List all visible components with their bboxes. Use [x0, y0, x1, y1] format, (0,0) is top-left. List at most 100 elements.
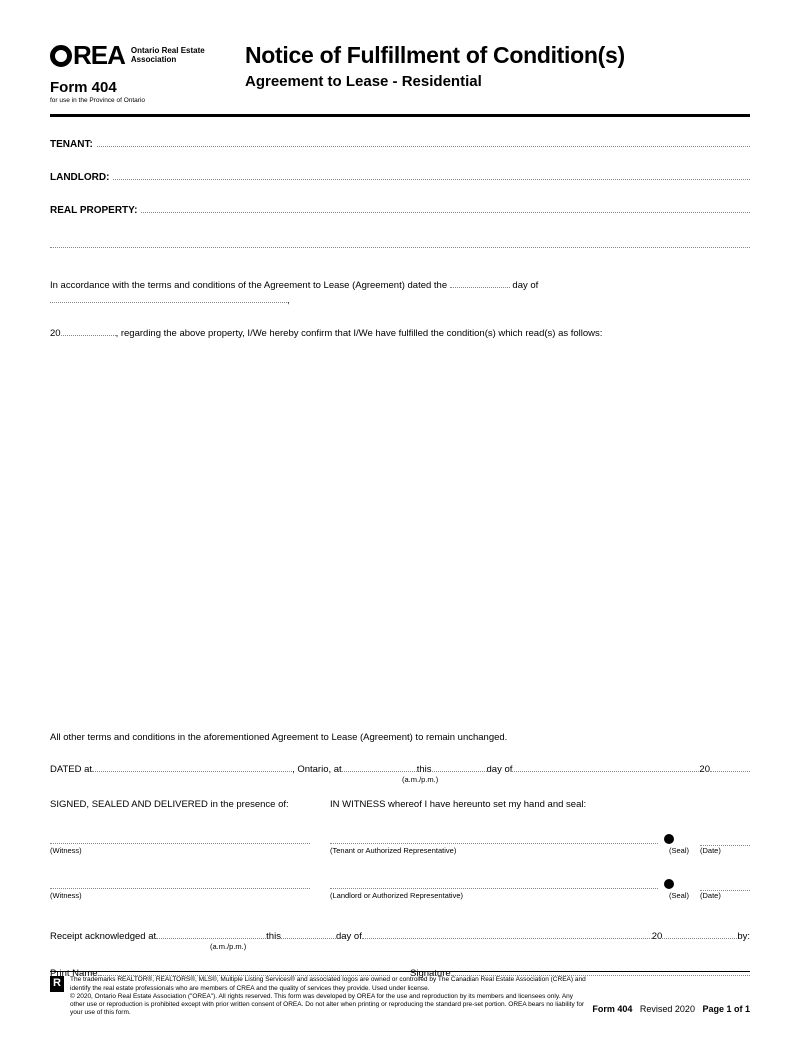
footer-revised: Revised 2020: [640, 1004, 695, 1014]
property-input[interactable]: [141, 203, 750, 213]
dated-year-input[interactable]: [710, 763, 750, 772]
tenant-sig-input[interactable]: [330, 830, 658, 844]
date-label: (Date): [700, 846, 750, 855]
witness2-row: (Witness): [50, 875, 310, 900]
seal-label: (Seal): [664, 846, 694, 855]
receipt-row: Receipt acknowledged at this day of 20 b…: [50, 930, 750, 942]
orea-letters: REA: [73, 40, 125, 71]
seal-icon: [664, 879, 674, 889]
receipt-prefix: Receipt acknowledged at: [50, 931, 156, 942]
receipt-dayof: day of: [336, 931, 362, 942]
month-input[interactable]: [50, 294, 287, 303]
footer-page-info: Form 404 Revised 2020 Page 1 of 1: [592, 1004, 750, 1017]
dated-twenty: 20: [699, 764, 710, 775]
signature-section: SIGNED, SEALED AND DELIVERED in the pres…: [50, 799, 750, 900]
logo-block: REA Ontario Real Estate Association Form…: [50, 40, 225, 104]
unchanged-text: All other terms and conditions in the af…: [50, 730, 750, 745]
dated-month-input[interactable]: [512, 763, 699, 772]
witness-header: IN WITNESS whereof I have hereunto set m…: [330, 799, 750, 810]
dated-time-input[interactable]: [342, 763, 417, 772]
para1-b: day of: [510, 280, 539, 291]
footer-trademark: The trademarks REALTOR®, REALTORS®, MLS®…: [70, 976, 586, 992]
witness2-caption: (Witness): [50, 891, 310, 900]
dated-prefix: DATED at: [50, 764, 92, 775]
signed-sealed-header: SIGNED, SEALED AND DELIVERED in the pres…: [50, 799, 310, 810]
dated-dayof: day of: [487, 764, 513, 775]
form-number: Form 404: [50, 79, 225, 96]
landlord-label: LANDLORD:: [50, 172, 109, 183]
org-line1: Ontario Real Estate: [131, 46, 205, 55]
sub-title-bold: Residential: [402, 73, 482, 90]
seal-label: (Seal): [664, 891, 694, 900]
header-rule: [50, 114, 750, 117]
para1-a: In accordance with the terms and conditi…: [50, 280, 450, 291]
header: REA Ontario Real Estate Association Form…: [50, 40, 750, 104]
tenant-seal: (Seal): [664, 834, 694, 855]
realtor-icon-block: R: [50, 976, 64, 1017]
date-label: (Date): [700, 891, 750, 900]
witness1-caption: (Witness): [50, 846, 310, 855]
property-input-line2[interactable]: [50, 236, 750, 248]
dated-ontario: , Ontario, at: [292, 764, 342, 775]
sub-title-prefix: Agreement to Lease -: [245, 73, 402, 90]
dated-day-input[interactable]: [432, 763, 487, 772]
landlord-sig-caption: (Landlord or Authorized Representative): [330, 891, 658, 900]
dated-city-input[interactable]: [92, 763, 292, 772]
form-page: REA Ontario Real Estate Association Form…: [0, 0, 800, 1037]
landlord-sig-row: (Landlord or Authorized Representative) …: [330, 875, 750, 900]
tenant-label: TENANT:: [50, 139, 93, 150]
tenant-sig-caption: (Tenant or Authorized Representative): [330, 846, 658, 855]
landlord-sig-input[interactable]: [330, 875, 658, 889]
sub-title: Agreement to Lease - Residential: [245, 73, 750, 90]
receipt-year-input[interactable]: [662, 930, 737, 939]
receipt-this: this: [266, 931, 281, 942]
orea-logo: REA Ontario Real Estate Association: [50, 40, 225, 71]
witness1-input[interactable]: [50, 830, 310, 844]
intro-para-1: In accordance with the terms and conditi…: [50, 278, 750, 308]
receipt-time-input[interactable]: [156, 930, 266, 939]
tenant-date-input[interactable]: [700, 832, 750, 846]
property-label: REAL PROPERTY:: [50, 205, 137, 216]
intro-para-2: 20 , regarding the above property, I/We h…: [50, 326, 750, 341]
year-input[interactable]: [61, 327, 116, 336]
para2-b: , regarding the above property, I/We her…: [116, 328, 603, 339]
orea-o-icon: [50, 45, 72, 67]
footer: R The trademarks REALTOR®, REALTORS®, ML…: [50, 971, 750, 1017]
receipt-month-input[interactable]: [362, 930, 652, 939]
landlord-input[interactable]: [113, 170, 750, 180]
landlord-date-input[interactable]: [700, 877, 750, 891]
day-input[interactable]: [450, 279, 510, 288]
tenant-row: TENANT:: [50, 137, 750, 150]
dated-ampm: (a.m./p.m.): [402, 775, 438, 784]
landlord-row: LANDLORD:: [50, 170, 750, 183]
dated-this: this: [417, 764, 432, 775]
realtor-icon: R: [50, 976, 64, 992]
conditions-area[interactable]: [50, 360, 750, 730]
footer-text: The trademarks REALTOR®, REALTORS®, MLS®…: [70, 976, 586, 1017]
footer-form: Form 404: [592, 1004, 632, 1014]
tenant-date: (Date): [700, 832, 750, 855]
orea-wordmark: REA: [50, 40, 125, 71]
dated-row: DATED at , Ontario, at this day of 20 (a…: [50, 763, 750, 775]
tenant-input[interactable]: [97, 137, 750, 147]
footer-pagenum: Page 1 of 1: [702, 1004, 750, 1014]
footer-copyright: © 2020, Ontario Real Estate Association …: [70, 993, 586, 1017]
landlord-seal: (Seal): [664, 879, 694, 900]
para2-a: 20: [50, 328, 61, 339]
title-block: Notice of Fulfillment of Condition(s) Ag…: [245, 40, 750, 90]
landlord-date: (Date): [700, 877, 750, 900]
association-text: Ontario Real Estate Association: [131, 47, 205, 65]
signatory-column: IN WITNESS whereof I have hereunto set m…: [330, 799, 750, 900]
witness2-input[interactable]: [50, 875, 310, 889]
receipt-day-input[interactable]: [281, 930, 336, 939]
witness-column: SIGNED, SEALED AND DELIVERED in the pres…: [50, 799, 310, 900]
receipt-ampm: (a.m./p.m.): [210, 942, 246, 951]
main-title: Notice of Fulfillment of Condition(s): [245, 42, 750, 69]
receipt-by: by:: [737, 931, 750, 942]
property-row: REAL PROPERTY:: [50, 203, 750, 216]
form-scope: for use in the Province of Ontario: [50, 97, 225, 104]
tenant-sig-row: (Tenant or Authorized Representative) (S…: [330, 830, 750, 855]
witness1-row: (Witness): [50, 830, 310, 855]
receipt-twenty: 20: [652, 931, 663, 942]
org-line2: Association: [131, 55, 176, 64]
